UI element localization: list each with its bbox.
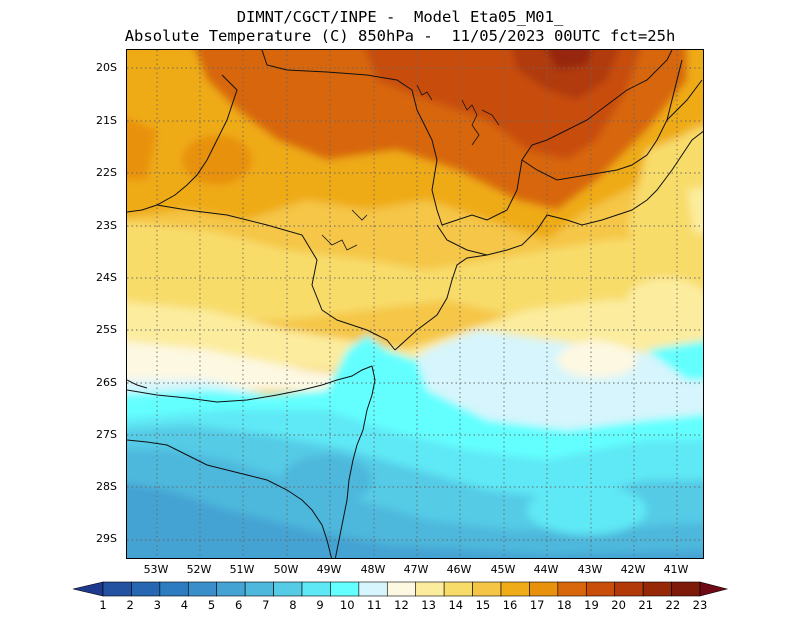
colorbar-swatch [699,581,729,597]
colorbar-swatch [671,581,701,597]
lon-label: 44W [533,563,559,576]
lat-label: 22S [96,166,117,179]
lat-label: 25S [96,323,117,336]
colorbar-label: 16 [502,598,518,612]
colorbar-swatch [614,581,644,597]
reservoir-lines [321,84,500,251]
colorbar-swatch [642,581,672,597]
lat-label: 28S [96,480,117,493]
colorbar-label: 12 [394,598,409,612]
colorbar-label: 21 [638,598,654,612]
colorbar-swatch [500,581,530,597]
colorbar-label: 23 [692,598,708,612]
lon-label: 51W [229,563,255,576]
colorbar-swatch [529,581,559,597]
colorbar-swatch [273,581,303,597]
lon-label: 43W [577,563,603,576]
colorbar-label: 17 [529,598,545,612]
colorbar-label: 19 [584,598,599,612]
colorbar-label: 22 [665,598,681,612]
colorbar [72,581,729,597]
lon-label: 52W [186,563,212,576]
colorbar-swatch [557,581,587,597]
colorbar-label: 11 [367,598,382,612]
lon-label: 53W [143,563,169,576]
colorbar-label: 13 [421,598,436,612]
lat-label: 27S [96,428,117,441]
colorbar-label: 5 [207,598,216,612]
lon-label: 41W [663,563,689,576]
colorbar-swatch [472,581,502,597]
lon-label: 50W [273,563,299,576]
lat-label: 20S [96,61,117,74]
colorbar-label: 6 [235,598,243,612]
lat-label: 21S [96,114,117,127]
colorbar-swatch [102,581,132,597]
lon-label: 42W [620,563,646,576]
colorbar-swatch [187,581,218,597]
colorbar-label: 7 [262,598,270,612]
lon-label: 46W [446,563,472,576]
map-grid [127,50,703,558]
colorbar-label: 1 [99,598,107,612]
colorbar-label: 4 [180,598,189,612]
colorbar-swatch [330,581,360,597]
lon-label: 45W [490,563,516,576]
colorbar-swatch [301,581,331,597]
lat-label: 29S [96,532,117,545]
colorbar-swatch [585,581,616,597]
colorbar-label: 18 [556,598,572,612]
colorbar-swatch [244,581,274,597]
colorbar-label: 20 [611,598,626,612]
lon-label: 49W [316,563,342,576]
temperature-map [126,49,704,559]
colorbar-swatch [216,581,246,597]
lat-label: 23S [96,219,117,232]
colorbar-swatch [415,581,445,597]
political-borders [127,50,703,558]
colorbar-swatch [131,581,161,597]
colorbar-swatch [358,581,388,597]
chart-title-line2: Absolute Temperature (C) 850hPa - 11/05/… [124,27,676,45]
colorbar-label: 10 [339,598,355,612]
lat-label: 24S [96,271,117,284]
lat-label: 26S [96,376,117,389]
chart-title-line1: DIMNT/CGCT/INPE - Model Eta05_M01_ [236,8,564,26]
lon-label: 48W [360,563,386,576]
colorbar-swatch [72,581,104,597]
colorbar-label: 14 [448,598,464,612]
colorbar-label: 15 [475,598,491,612]
colorbar-label: 8 [289,598,297,612]
colorbar-swatch [159,581,189,597]
lon-label: 47W [403,563,429,576]
colorbar-label: 3 [153,598,161,612]
colorbar-label: 9 [316,598,324,612]
colorbar-swatch [386,581,417,597]
colorbar-swatch [443,581,473,597]
colorbar-label: 2 [126,598,134,612]
